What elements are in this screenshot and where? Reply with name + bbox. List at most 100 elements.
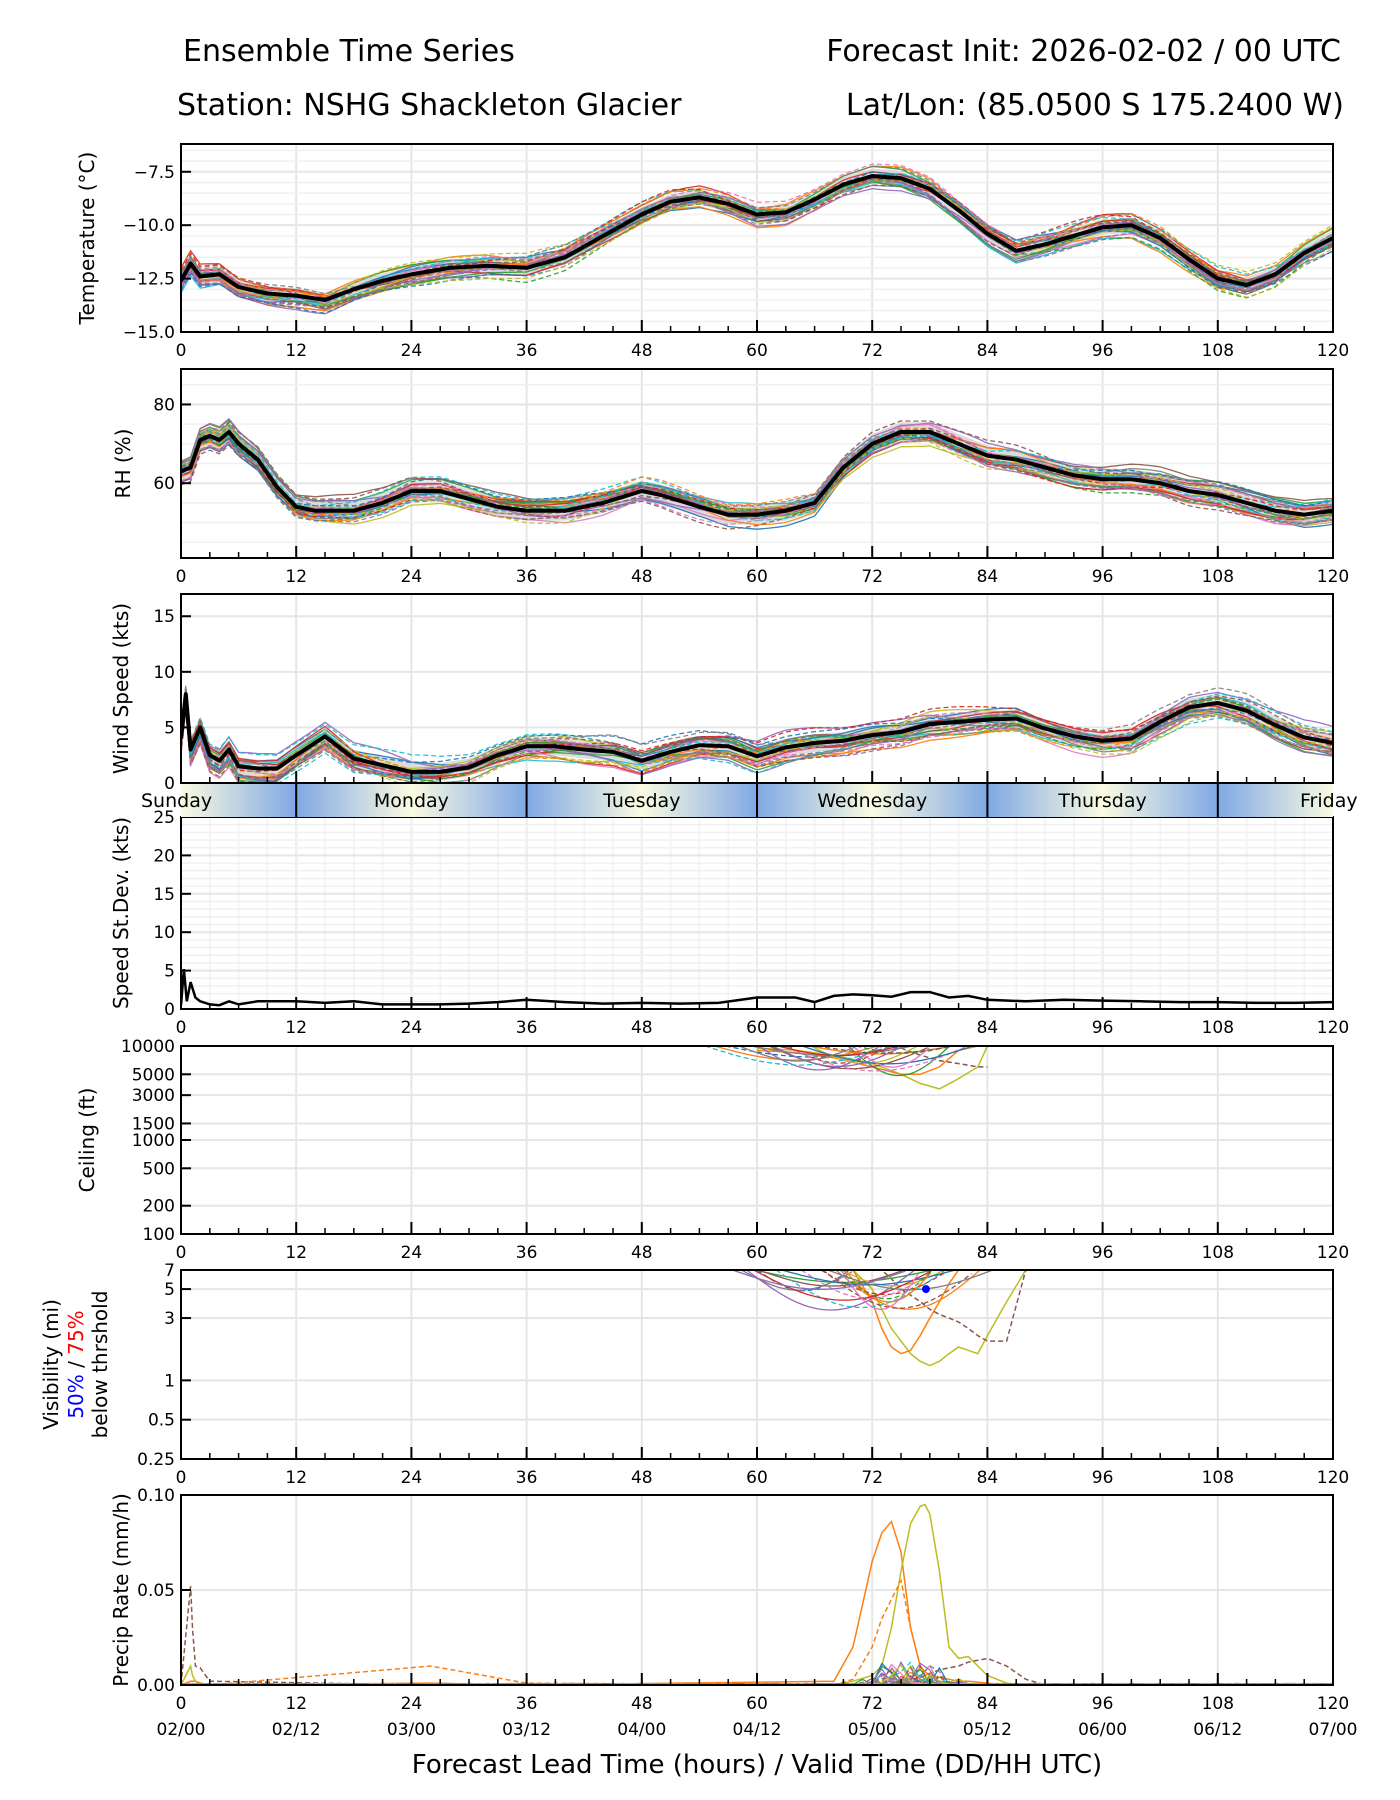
y-axis-label: Visibility (mi) (39, 1299, 63, 1430)
member-line (853, 1270, 1027, 1342)
day-label-friday: Friday (1300, 790, 1358, 812)
x-tick-label: 12 (285, 567, 307, 587)
plot-area (181, 417, 1333, 530)
valid-time-label: 05/12 (963, 1720, 1012, 1740)
member-line (181, 698, 1333, 779)
member-line (181, 1503, 1045, 1685)
y-tick-label: −12.5 (123, 270, 175, 290)
y-tick-label: 10 (153, 923, 175, 943)
y-tick-label: 3 (164, 1309, 175, 1329)
valid-time-label: 06/12 (1193, 1720, 1242, 1740)
forecast-init: Forecast Init: 2026-02-02 / 00 UTC (826, 34, 1341, 69)
member-line (181, 420, 1333, 516)
x-tick-label: 108 (1202, 341, 1234, 361)
valid-time-label: 04/12 (733, 1720, 782, 1740)
x-tick-label: 36 (516, 1468, 538, 1488)
grid (180, 1045, 1334, 1235)
panel-speed_stdev: 0 5 10 15 20 25 0 12 24 36 48 60 72 84 96 108 120 Speed S… (109, 808, 1349, 1038)
x-tick-label: 84 (977, 567, 999, 587)
x-tick-label: 12 (285, 341, 307, 361)
member-line (181, 431, 1333, 521)
member-line (181, 171, 1333, 314)
x-tick-label: 72 (861, 1243, 883, 1263)
member-line (714, 1046, 878, 1061)
member-line (181, 696, 1333, 775)
y-tick-label: 0 (164, 774, 175, 794)
x-tick-label: 36 (516, 341, 538, 361)
panel-visibility: 0.25 0.5 1 3 57 0 12 24 36 48 60 72 84 96 108 120 Visibi… (39, 1261, 1349, 1488)
x-tick-label: 84 (977, 1243, 999, 1263)
x-tick-label: 84 (977, 341, 999, 361)
day-bar: Sunday Monday Tuesday Wednesday Thursday Frid… (141, 784, 1358, 817)
x-tick-label: 72 (861, 1018, 883, 1038)
y-tick-label: 0.5 (148, 1411, 175, 1431)
y-tick-label: 5 (164, 718, 175, 738)
member-line (181, 692, 1333, 776)
y-tick-label: 0.10 (137, 1486, 175, 1506)
day-segment (181, 784, 297, 817)
x-tick-label: 120 (1317, 1018, 1349, 1038)
member-line (746, 1270, 915, 1311)
y-tick-label: 7 (164, 1261, 175, 1281)
member-line (181, 685, 1333, 775)
member-line (757, 1046, 988, 1068)
x-axis-title: Forecast Lead Time (hours) / Valid Time … (412, 1750, 1102, 1780)
threshold-50-label: 50% (64, 1374, 88, 1418)
x-tick-label: 60 (746, 1468, 768, 1488)
x-tick-label: 36 (516, 1018, 538, 1038)
x-tick-label: 36 (516, 1243, 538, 1263)
y-axis-label: RH (%) (111, 429, 135, 499)
y-axis-label: Speed St.Dev. (kts) (109, 817, 133, 1009)
x-tick-label: 84 (977, 1694, 999, 1714)
y-tick-label: 3000 (132, 1086, 175, 1106)
y-tick-label: 0 (164, 1000, 175, 1020)
x-tick-label: 24 (401, 341, 423, 361)
threshold-marker (921, 1285, 930, 1294)
valid-time-label: 04/00 (617, 1720, 666, 1740)
member-line (757, 1046, 879, 1071)
x-tick-label: 48 (631, 341, 653, 361)
y-axis-label: Wind Speed (kts) (109, 603, 133, 774)
chart-title: Ensemble Time Series (183, 34, 515, 69)
x-tick-label: 12 (285, 1468, 307, 1488)
member-line (181, 691, 1333, 783)
member-line (839, 1270, 932, 1300)
x-tick-label: 60 (746, 341, 768, 361)
x-tick-label: 120 (1317, 1468, 1349, 1488)
member-line (181, 431, 1333, 526)
y-tick-label: 10000 (121, 1037, 175, 1057)
day-segment (1217, 784, 1333, 817)
x-tick-label: 96 (1092, 1468, 1114, 1488)
day-label-tuesday: Tuesday (602, 790, 680, 812)
member-line (181, 685, 1333, 757)
member-line (739, 1046, 855, 1062)
x-tick-label: 48 (631, 567, 653, 587)
y-tick-label: 15 (153, 607, 175, 627)
ensemble-mean-line (181, 430, 1333, 517)
plot-area (732, 1270, 1027, 1367)
plot-area (705, 1046, 989, 1090)
member-line (783, 1046, 967, 1072)
x-tick-label: 72 (861, 341, 883, 361)
x-tick-label: 0 (176, 1694, 187, 1714)
member-line (852, 1270, 1027, 1367)
y-tick-label: 1000 (132, 1131, 175, 1151)
member-line (181, 690, 1333, 779)
x-tick-label: 108 (1202, 1243, 1234, 1263)
x-tick-label: 120 (1317, 1694, 1349, 1714)
x-tick-label: 0 (176, 1018, 187, 1038)
y-tick-label: −7.5 (134, 163, 175, 183)
plot-area (181, 685, 1333, 783)
x-tick-label: 48 (631, 1243, 653, 1263)
valid-time-label: 06/00 (1078, 1720, 1127, 1740)
x-tick-label: 108 (1202, 1694, 1234, 1714)
x-tick-label: 0 (176, 567, 187, 587)
x-tick-label: 48 (631, 1018, 653, 1038)
day-label-sunday: Sunday (141, 790, 212, 812)
member-line (800, 1270, 932, 1299)
x-tick-label: 108 (1202, 567, 1234, 587)
x-tick-label: 120 (1317, 1243, 1349, 1263)
y-tick-label: 80 (153, 395, 175, 415)
y-tick-label: 500 (143, 1159, 175, 1179)
